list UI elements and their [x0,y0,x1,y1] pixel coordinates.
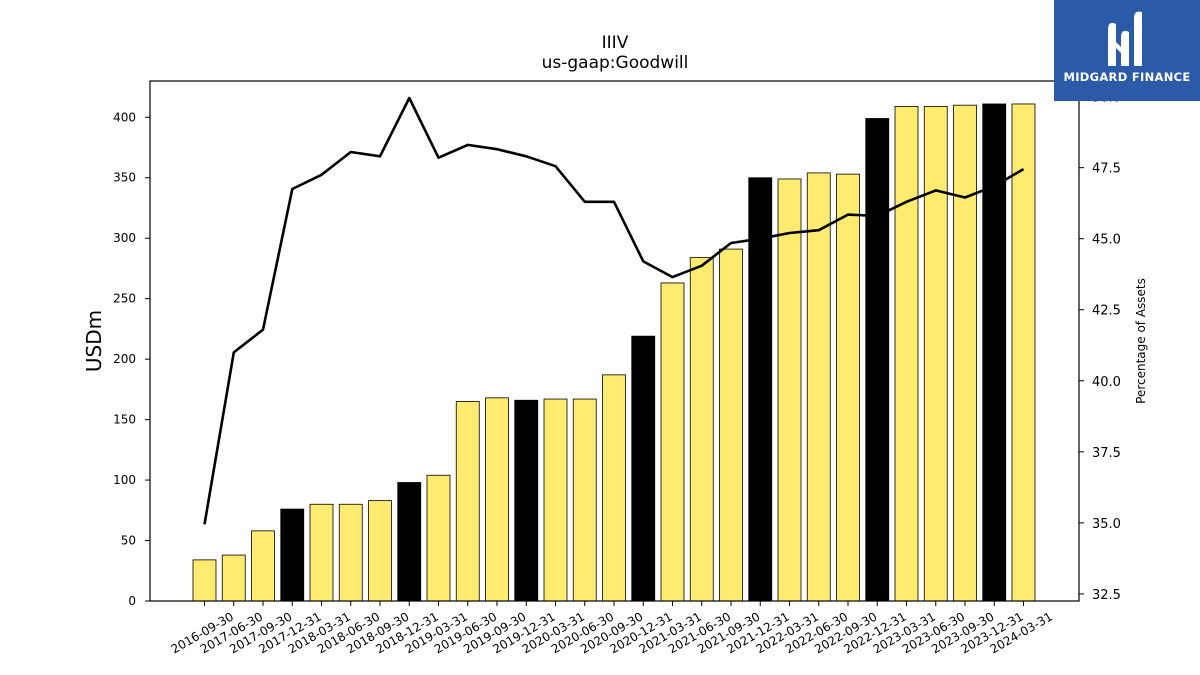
bar-2024-03-31 [1011,103,1036,602]
bar-2022-12-31 [865,118,890,602]
bar-2017-12-31 [280,508,305,602]
bar-2021-09-30 [719,248,743,602]
bar-2017-06-30 [221,554,246,602]
y-tick-label: 300 [113,231,136,245]
bar-2019-12-31 [514,399,539,602]
y2-tick-label: 40.0 [1092,375,1121,390]
chart-title: IIIV [602,33,629,53]
bar-2021-03-31 [660,282,685,602]
bar-2023-06-30 [923,105,948,602]
bar-2017-09-30 [251,530,275,602]
bar-2018-12-31 [397,482,422,602]
line-group [203,96,1025,525]
bar-2023-03-31 [894,105,919,602]
bar-2018-03-31 [309,503,334,602]
bar-2022-09-30 [836,173,860,602]
y2-tick-label: 32.5 [1092,588,1121,603]
bar-2023-12-31 [982,103,1007,602]
y-tick-label: 100 [113,473,136,487]
midgard-finance-logo: MIDGARD FINANCE [1054,0,1200,101]
y2-tick-label: 42.5 [1092,304,1121,319]
y2-tick-label: 45.0 [1092,233,1121,248]
bar-2019-03-31 [426,474,451,602]
chart-subtitle: us-gaap:Goodwill [542,53,689,73]
bar-2020-06-30 [572,398,597,602]
y2-axis-label: Percentage of Assets [1134,278,1148,404]
y-tick-label: 50 [121,534,136,548]
y2-tick-label: 35.0 [1092,517,1121,532]
bar-2019-06-30 [455,401,480,602]
y-tick-label: 150 [113,413,136,427]
bar-2018-09-30 [368,500,392,602]
y2-tick-label: 37.5 [1092,446,1121,461]
y-tick-label: 200 [113,352,136,366]
y-tick-label: 0 [128,594,136,608]
bar-2021-06-30 [689,257,714,602]
bar-2018-06-30 [338,503,363,602]
y-axis-left: 0 50 100 150 200 250 300 350 400 [113,110,150,608]
y-tick-label: 400 [113,110,136,124]
bar-2019-09-30 [485,397,509,602]
bar-2020-12-31 [631,335,656,602]
bar-group [192,103,1036,602]
y2-tick-label: 47.5 [1092,162,1121,177]
bar-2020-09-30 [602,374,626,602]
y-axis-label: USDm [82,310,106,372]
y-tick-label: 350 [113,171,136,185]
bar-2022-03-31 [777,178,802,602]
midgard-m-icon [1108,11,1142,67]
percentage-of-assets-line [203,96,1025,525]
bar-2020-03-31 [543,398,568,602]
y-tick-label: 250 [113,292,136,306]
bar-2022-06-30 [806,172,831,602]
brand-name: MIDGARD FINANCE [1063,70,1191,84]
bar-2023-09-30 [953,104,977,602]
bar-2016-09-30 [192,559,217,602]
y-axis-right: 32.535.037.540.042.545.047.550.0 [1079,91,1121,603]
x-axis: 2016-09-302017-06-302017-09-302017-12-31… [169,601,1055,656]
bar-2021-12-31 [748,177,773,602]
